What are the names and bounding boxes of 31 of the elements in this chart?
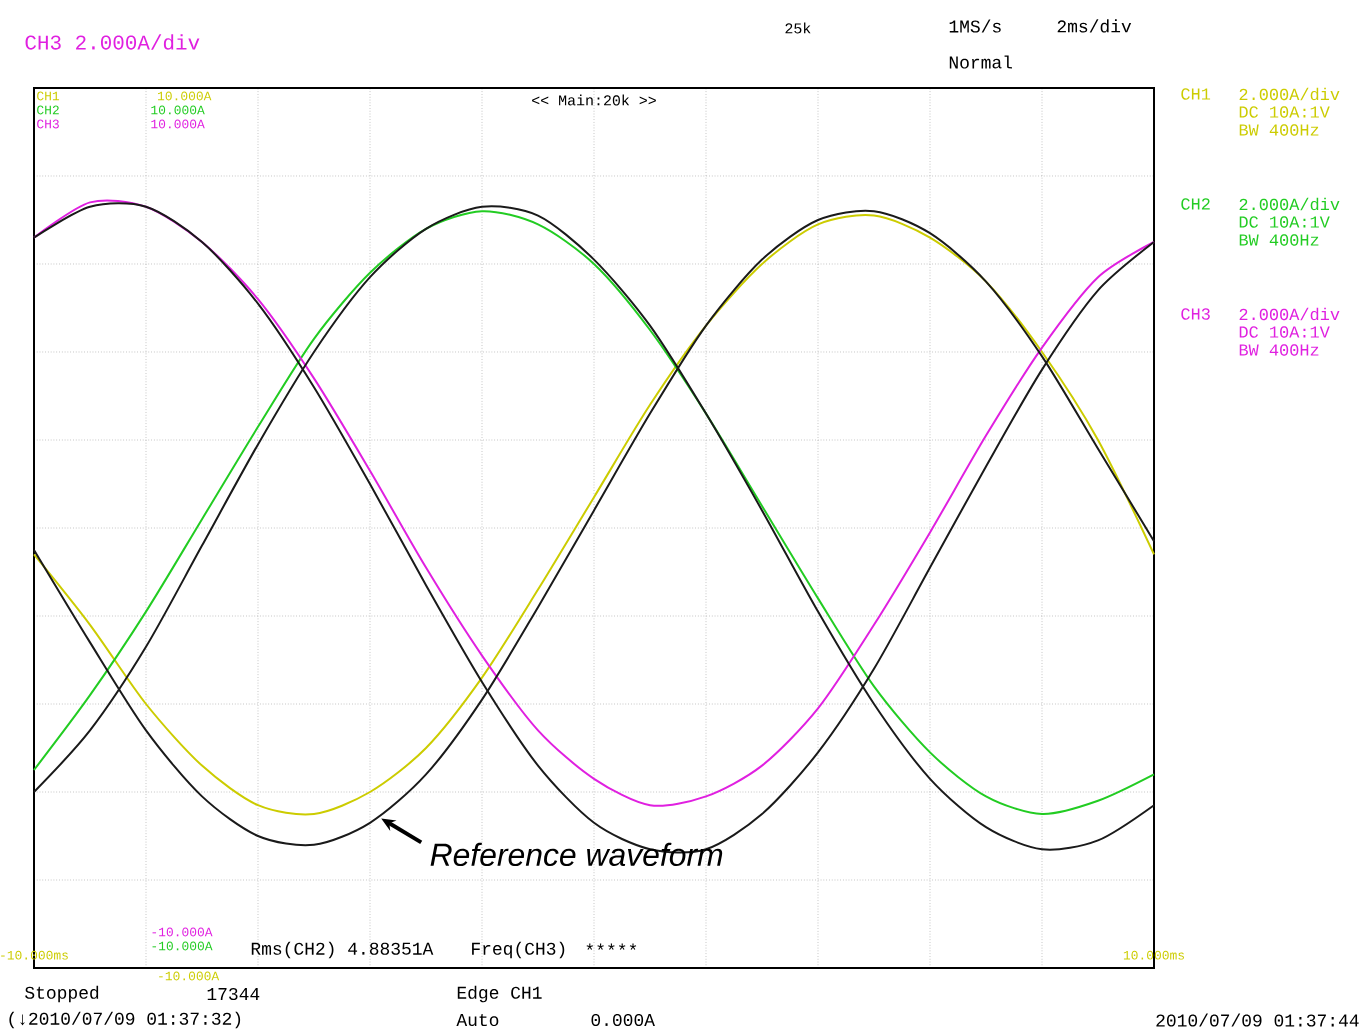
text: DC 10A:1V bbox=[1239, 216, 1330, 228]
text: Auto bbox=[456, 1013, 499, 1027]
text: 2ms/div bbox=[1057, 19, 1132, 33]
annotation: * bbox=[597, 943, 604, 950]
text: CH1 bbox=[1181, 88, 1211, 100]
text: DC 10A:1V bbox=[1239, 106, 1330, 118]
annotation: Rms(CH2) 4.88351A bbox=[251, 941, 434, 959]
text: BW 400Hz bbox=[1239, 344, 1319, 356]
text: Normal bbox=[949, 55, 1012, 69]
text: 2.000A/div bbox=[1239, 197, 1340, 211]
text: 0.000A bbox=[591, 1013, 655, 1027]
annotation: * bbox=[608, 943, 615, 950]
text: Edge CH1 bbox=[457, 985, 542, 1003]
text: CH3 bbox=[1181, 308, 1210, 320]
annotation: * bbox=[586, 943, 593, 950]
annotation: * bbox=[629, 943, 637, 950]
text: 2.000A/div bbox=[1239, 87, 1340, 101]
chart-title: CH3 2.000A/div bbox=[25, 34, 200, 50]
text: 2010/07/09 01:37:44 bbox=[1156, 1013, 1359, 1027]
text: (↓2010/07/09 01:37:32) bbox=[9, 1011, 241, 1029]
text: 1MS/s bbox=[949, 19, 1001, 33]
text: 17344 bbox=[207, 987, 260, 1001]
annotation: * bbox=[618, 943, 626, 950]
text: 2.000A/div bbox=[1239, 307, 1340, 321]
text: Stopped bbox=[25, 985, 99, 1003]
text: CH2 bbox=[1181, 198, 1210, 210]
annotation: Freq(CH3) bbox=[472, 941, 565, 959]
text: BW 400Hz bbox=[1239, 124, 1319, 136]
annotation: Reference waveform bbox=[430, 842, 723, 867]
text: DC 10A:1V bbox=[1239, 326, 1330, 338]
text: BW 400Hz bbox=[1239, 234, 1319, 246]
